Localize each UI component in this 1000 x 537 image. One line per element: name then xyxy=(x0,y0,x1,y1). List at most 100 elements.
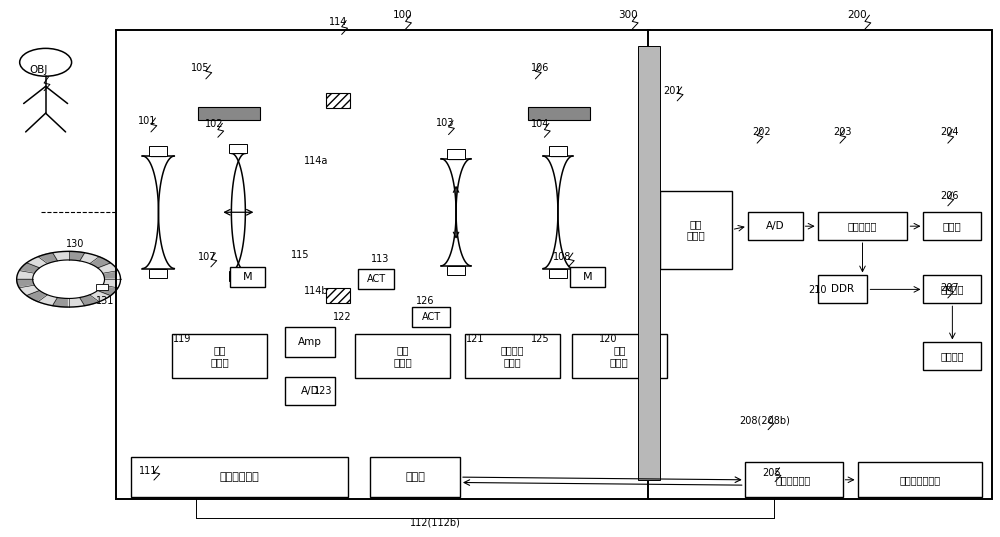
Text: 记录器: 记录器 xyxy=(943,221,962,231)
Text: 206: 206 xyxy=(940,191,959,201)
Polygon shape xyxy=(38,295,57,306)
Polygon shape xyxy=(53,251,69,261)
Text: 101: 101 xyxy=(138,116,157,126)
Bar xyxy=(818,275,867,303)
Text: 114: 114 xyxy=(329,17,347,27)
Polygon shape xyxy=(19,285,40,295)
Polygon shape xyxy=(103,271,121,279)
Bar xyxy=(923,275,981,303)
Bar xyxy=(923,343,981,371)
Text: 126: 126 xyxy=(416,296,434,306)
Text: 208(208b): 208(208b) xyxy=(739,416,790,426)
Text: 200: 200 xyxy=(848,10,867,20)
Bar xyxy=(858,462,982,497)
Bar xyxy=(229,144,247,154)
Text: 114a: 114a xyxy=(304,156,328,166)
Polygon shape xyxy=(19,263,40,273)
Text: 照相机微计算机: 照相机微计算机 xyxy=(899,475,940,485)
Text: Amp: Amp xyxy=(298,337,322,347)
Text: M: M xyxy=(583,272,592,282)
Text: ACT: ACT xyxy=(422,312,441,322)
Text: DDR: DDR xyxy=(831,285,854,294)
Text: A/D: A/D xyxy=(766,221,784,231)
Text: OBJ: OBJ xyxy=(29,66,48,75)
Polygon shape xyxy=(27,291,47,302)
Bar xyxy=(660,191,732,268)
Text: M: M xyxy=(243,272,253,282)
Bar xyxy=(355,335,450,378)
Bar xyxy=(326,288,350,303)
Text: 信号处理器: 信号处理器 xyxy=(848,221,877,231)
Text: 102: 102 xyxy=(205,119,224,129)
Bar xyxy=(172,335,267,378)
Text: 通信器: 通信器 xyxy=(405,472,425,482)
Text: 图像稳定
驱动器: 图像稳定 驱动器 xyxy=(501,345,524,367)
Text: 125: 125 xyxy=(531,334,549,344)
Polygon shape xyxy=(17,271,34,279)
Bar xyxy=(549,147,567,156)
Bar xyxy=(923,212,981,240)
Text: 204: 204 xyxy=(940,127,959,137)
Text: 光圈
驱动器: 光圈 驱动器 xyxy=(393,345,412,367)
Text: 122: 122 xyxy=(333,311,352,322)
Text: 120: 120 xyxy=(599,334,617,344)
Polygon shape xyxy=(69,251,85,261)
Polygon shape xyxy=(98,285,118,295)
Bar xyxy=(638,46,660,480)
Text: 操作单元: 操作单元 xyxy=(941,351,964,361)
Text: 203: 203 xyxy=(833,127,852,137)
Bar xyxy=(149,147,167,156)
Bar xyxy=(131,457,348,497)
Bar xyxy=(528,107,590,120)
Bar xyxy=(326,93,350,108)
Bar xyxy=(412,307,450,328)
Text: 图像
传感器: 图像 传感器 xyxy=(686,219,705,241)
Polygon shape xyxy=(53,297,69,307)
Text: 119: 119 xyxy=(173,334,192,344)
Text: A/D: A/D xyxy=(301,386,320,396)
Bar xyxy=(572,335,667,378)
Bar xyxy=(818,212,907,240)
Bar xyxy=(96,284,108,290)
Text: 123: 123 xyxy=(314,386,332,396)
Bar xyxy=(285,377,335,405)
Polygon shape xyxy=(80,295,99,306)
Bar xyxy=(198,107,260,120)
Text: 照相机通信器: 照相机通信器 xyxy=(776,475,811,485)
Bar xyxy=(285,328,335,357)
Text: 121: 121 xyxy=(466,334,484,344)
Text: 202: 202 xyxy=(752,127,771,137)
Bar xyxy=(149,268,167,278)
Bar xyxy=(648,30,992,499)
Bar xyxy=(570,267,605,287)
Text: 103: 103 xyxy=(436,118,454,128)
Text: 112(112b): 112(112b) xyxy=(410,518,461,528)
Text: 调焦
驱动器: 调焦 驱动器 xyxy=(610,345,629,367)
Text: ACT: ACT xyxy=(367,274,386,284)
Text: 显示单元: 显示单元 xyxy=(941,285,964,294)
Bar xyxy=(745,462,843,497)
Text: 100: 100 xyxy=(392,10,412,20)
Bar xyxy=(230,267,265,287)
Polygon shape xyxy=(98,263,118,273)
Text: 210: 210 xyxy=(808,285,827,295)
Bar xyxy=(465,335,560,378)
Bar xyxy=(116,30,650,499)
Text: 114b: 114b xyxy=(304,286,329,296)
Bar xyxy=(229,271,247,281)
Text: 201: 201 xyxy=(664,86,682,96)
Text: 106: 106 xyxy=(531,63,549,72)
Polygon shape xyxy=(90,257,111,268)
Polygon shape xyxy=(69,297,85,307)
Polygon shape xyxy=(27,257,47,268)
Text: 108: 108 xyxy=(553,252,571,262)
Bar xyxy=(370,457,460,497)
Text: 104: 104 xyxy=(531,119,549,129)
Polygon shape xyxy=(90,291,111,302)
Polygon shape xyxy=(80,253,99,264)
Text: 300: 300 xyxy=(618,10,638,20)
Polygon shape xyxy=(103,279,121,288)
Text: 115: 115 xyxy=(291,250,310,260)
Text: 207: 207 xyxy=(940,284,959,293)
Text: 111: 111 xyxy=(139,466,158,476)
